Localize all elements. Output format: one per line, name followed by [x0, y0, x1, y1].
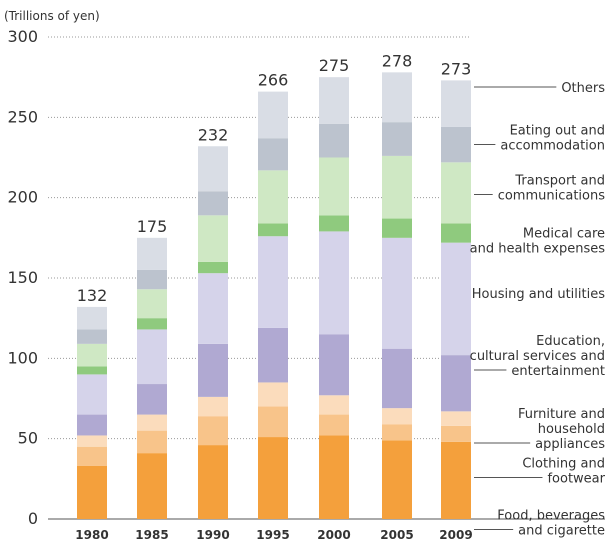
bar-segment — [137, 384, 167, 415]
legend-label: Others — [561, 81, 605, 96]
legend-label: Eating out and accommodation — [500, 124, 605, 154]
bar-segment — [441, 80, 471, 127]
total-label: 132 — [77, 286, 108, 305]
bar-segment — [441, 441, 471, 519]
bar-segment — [319, 395, 349, 415]
bar-segment — [77, 343, 107, 367]
y-tick-label: 150 — [7, 268, 38, 287]
bar-segment — [77, 366, 107, 375]
bar-segment — [77, 374, 107, 415]
x-tick-label: 2009 — [439, 528, 472, 542]
bar-segment — [77, 414, 107, 436]
bar-segment — [198, 191, 228, 216]
y-axis-label: (Trillions of yen) — [4, 9, 100, 23]
x-tick-label: 2005 — [380, 528, 413, 542]
legend-label: Furniture and household appliances — [518, 407, 605, 452]
y-tick-label: 300 — [7, 27, 38, 46]
bar-segment — [198, 343, 228, 397]
bar-segment — [319, 77, 349, 124]
bar-segment — [258, 91, 288, 139]
bar-segment — [137, 430, 167, 454]
total-label: 232 — [198, 125, 229, 144]
bar-segment — [198, 273, 228, 344]
bar-segment — [198, 215, 228, 262]
bar-segment — [137, 289, 167, 319]
y-tick-label: 100 — [7, 348, 38, 367]
x-tick-label: 1985 — [135, 528, 168, 542]
bar-segment — [77, 329, 107, 344]
bar-segment — [382, 237, 412, 349]
bar-segment — [258, 138, 288, 171]
bar-segment — [319, 123, 349, 158]
y-tick-label: 50 — [18, 429, 38, 448]
total-label: 266 — [258, 71, 289, 90]
bar-segment — [258, 236, 288, 328]
total-label: 275 — [319, 56, 350, 75]
bar-segment — [382, 424, 412, 441]
bar-segment — [258, 406, 288, 438]
legend-label: Medical care and health expenses — [470, 227, 606, 257]
legend-label: Food, beverages and cigarette — [497, 509, 605, 539]
total-label: 278 — [382, 51, 413, 70]
y-tick-label: 250 — [7, 107, 38, 126]
bar-segment — [441, 126, 471, 163]
legend-label: Education, cultural services and entertain… — [470, 334, 605, 379]
bar-segment — [441, 223, 471, 243]
bar-segment — [319, 334, 349, 396]
bar-segment — [198, 261, 228, 274]
x-tick-label: 1995 — [256, 528, 289, 542]
bar-segment — [441, 162, 471, 224]
y-tick-label: 0 — [28, 509, 38, 528]
legend-label: Clothing and footwear — [522, 457, 605, 487]
bar-segment — [77, 435, 107, 447]
total-label: 273 — [441, 59, 472, 78]
bar-segment — [137, 318, 167, 330]
bar-segment — [137, 269, 167, 290]
bar-segment — [198, 396, 228, 417]
bar-segment — [319, 157, 349, 216]
bar-segment — [258, 327, 288, 383]
bar-segment — [319, 215, 349, 232]
legend-label: Housing and utilities — [472, 287, 605, 302]
bar-segment — [319, 435, 349, 519]
bar-segment — [258, 437, 288, 519]
bar-segment — [441, 242, 471, 356]
bar-segment — [441, 355, 471, 412]
legend-label: Transport and communications — [498, 174, 606, 204]
bar-segment — [258, 223, 288, 237]
x-tick-label: 2000 — [317, 528, 350, 542]
bar-segment — [198, 416, 228, 446]
total-label: 175 — [137, 217, 168, 236]
bar-segment — [382, 408, 412, 425]
x-tick-label: 1980 — [75, 528, 108, 542]
bar-segment — [319, 231, 349, 335]
bar-segment — [382, 122, 412, 156]
bar-segment — [137, 329, 167, 385]
bar-segment — [382, 155, 412, 219]
bar-segment — [258, 170, 288, 224]
bar-segment — [258, 382, 288, 407]
bar-segment — [77, 465, 107, 519]
bar-segment — [382, 348, 412, 409]
bar-segment — [198, 146, 228, 192]
y-tick-label: 200 — [7, 188, 38, 207]
bar-segment — [137, 414, 167, 431]
bar-segment — [137, 237, 167, 270]
bar-segment — [77, 446, 107, 466]
bar-segment — [441, 411, 471, 426]
bar-segment — [77, 306, 107, 330]
bar-segment — [137, 453, 167, 519]
bar-segment — [441, 425, 471, 442]
bar-segment — [319, 414, 349, 436]
x-tick-label: 1990 — [196, 528, 229, 542]
bar-segment — [382, 72, 412, 123]
bar-segment — [382, 218, 412, 238]
bar-segment — [198, 445, 228, 519]
bar-segment — [382, 440, 412, 519]
